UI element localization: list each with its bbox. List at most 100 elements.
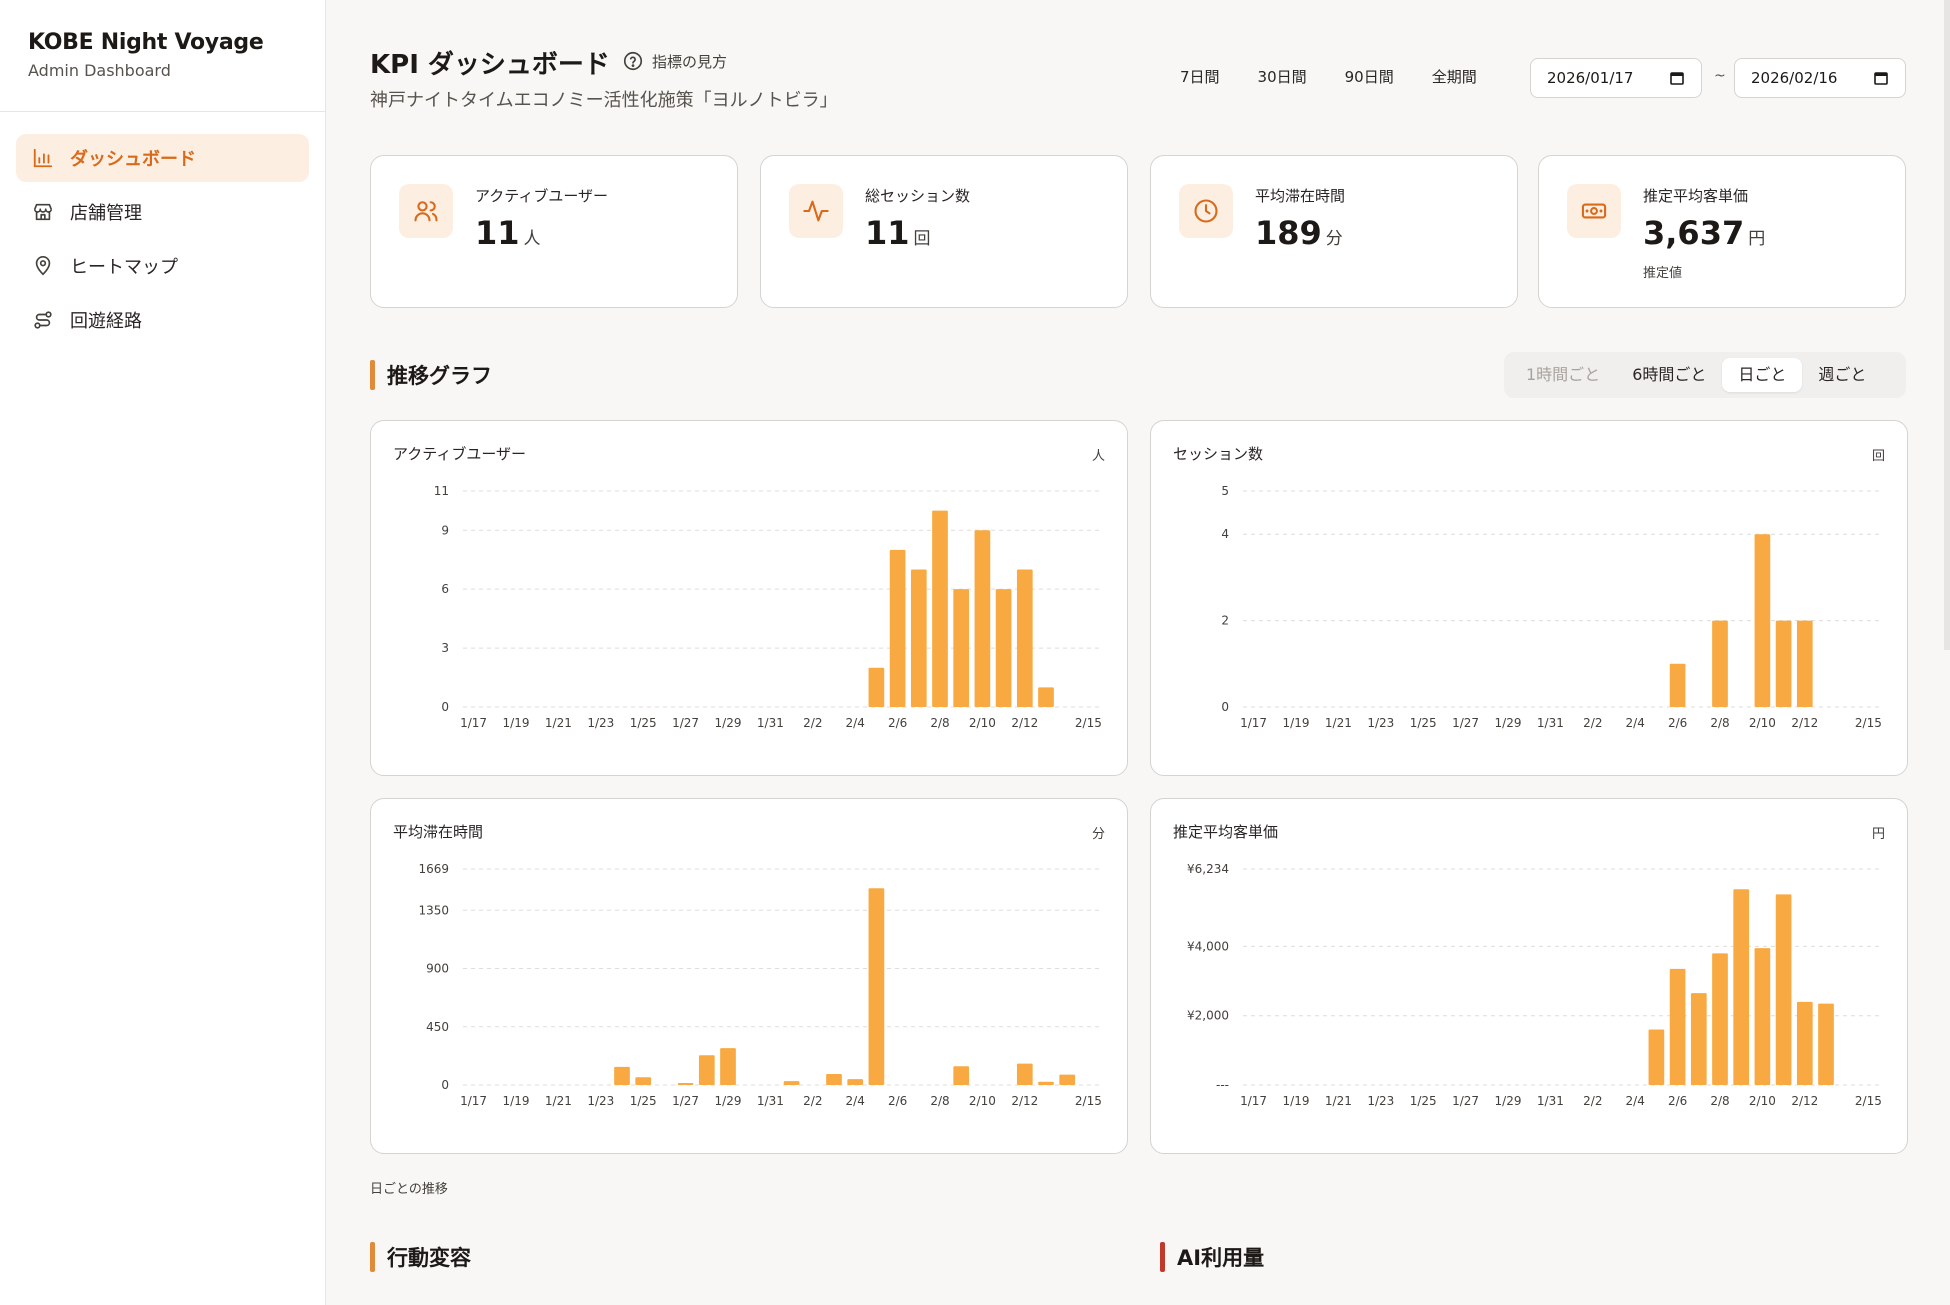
bar-2-13[interactable]: [1818, 1003, 1834, 1085]
bar-2-13[interactable]: [1038, 1081, 1054, 1085]
range-buttons: 7日間 30日間 90日間 全期間: [1180, 66, 1515, 87]
bar-2-9[interactable]: [953, 589, 970, 707]
bar-2-3[interactable]: [826, 1073, 842, 1085]
y-tick-label: 1350: [418, 903, 449, 917]
granularity-6h-button[interactable]: 6時間ごと: [1632, 365, 1707, 384]
date-from-input[interactable]: 2026/01/17: [1530, 58, 1702, 98]
section-accent-bar: [370, 360, 375, 390]
bar-2-11[interactable]: [1775, 620, 1792, 707]
y-tick-label: 9: [441, 523, 449, 537]
scrollbar-thumb[interactable]: [1944, 0, 1950, 650]
x-tick-label: 1/17: [460, 1094, 487, 1108]
bar-2-8[interactable]: [1712, 620, 1728, 707]
x-tick-label: 1/21: [545, 1094, 572, 1108]
date-to-input[interactable]: 2026/02/16: [1734, 58, 1906, 98]
bar-2-10[interactable]: [1754, 534, 1771, 707]
bar-2-14[interactable]: [1059, 1074, 1076, 1085]
kpi-number: 11: [865, 214, 910, 252]
bar-2-10[interactable]: [1754, 948, 1771, 1085]
sidebar-item-stores[interactable]: 店舗管理: [16, 188, 309, 236]
bar-1-29[interactable]: [720, 1048, 736, 1085]
main-content: KPI ダッシュボード 指標の見方 神戸ナイトタイムエコノミー活性化施策「ヨルノ…: [370, 0, 1908, 1305]
bar-1-25[interactable]: [635, 1077, 652, 1085]
kpi-label: アクティブユーザー: [475, 187, 609, 205]
date-to-value: 2026/02/16: [1751, 69, 1838, 87]
x-tick-label: 2/8: [1710, 1094, 1729, 1108]
bar-1-27[interactable]: [677, 1083, 694, 1085]
x-tick-label: 1/21: [545, 716, 572, 730]
brand-subtitle: Admin Dashboard: [28, 61, 171, 80]
bar-2-6[interactable]: [1669, 663, 1686, 707]
bar-2-10[interactable]: [974, 530, 991, 707]
x-tick-label: 1/17: [1240, 716, 1267, 730]
x-tick-label: 2/8: [930, 1094, 949, 1108]
kpi-unit: 人: [523, 229, 541, 249]
sidebar-item-dashboard[interactable]: ダッシュボード: [16, 134, 309, 182]
y-tick-label: 0: [441, 700, 449, 714]
bar-2-9[interactable]: [953, 1066, 970, 1085]
x-tick-label: 1/29: [715, 716, 742, 730]
activity-icon: [803, 200, 829, 222]
y-tick-label: ¥4,000: [1187, 939, 1229, 953]
chart-unit: 円: [1871, 827, 1885, 842]
bar-2-1[interactable]: [783, 1081, 800, 1085]
sidebar-item-label: 店舗管理: [70, 203, 142, 224]
sidebar-item-routes[interactable]: 回遊経路: [16, 296, 309, 344]
range-7d-button[interactable]: 7日間: [1180, 68, 1220, 86]
range-90d-button[interactable]: 90日間: [1344, 68, 1394, 86]
x-tick-label: 2/4: [1626, 716, 1645, 730]
sidebar-item-heatmap[interactable]: ヒートマップ: [16, 242, 309, 290]
bar-2-12[interactable]: [1016, 569, 1033, 707]
bar-2-7[interactable]: [910, 569, 927, 707]
bar-2-6[interactable]: [889, 549, 906, 707]
bar-2-4[interactable]: [847, 1079, 864, 1085]
bar-2-7[interactable]: [1690, 993, 1707, 1085]
kpi-value: 11 人: [475, 214, 541, 252]
bar-2-5[interactable]: [868, 888, 885, 1085]
banknote-icon: [1581, 203, 1607, 219]
bar-2-12[interactable]: [1016, 1063, 1033, 1085]
bar-2-12[interactable]: [1796, 1001, 1813, 1085]
bar-2-8[interactable]: [932, 510, 948, 707]
brand-title: KOBE Night Voyage: [28, 30, 264, 55]
sidebar-item-label: ダッシュボード: [70, 149, 196, 170]
y-tick-label: 4: [1221, 527, 1229, 541]
bar-2-11[interactable]: [1775, 894, 1792, 1085]
y-tick-label: ¥6,234: [1187, 862, 1229, 876]
bar-2-13[interactable]: [1038, 687, 1054, 707]
x-tick-label: 1/17: [1240, 1094, 1267, 1108]
bar-2-5[interactable]: [868, 667, 885, 707]
chart-title: 平均滞在時間: [393, 823, 484, 841]
kpi-icon-box: [789, 184, 843, 238]
bar-2-11[interactable]: [995, 589, 1012, 707]
bar-2-9[interactable]: [1733, 889, 1750, 1085]
x-tick-label: 2/6: [888, 716, 907, 730]
help-circle-icon: [623, 51, 643, 71]
granularity-toggle: 1時間ごと 6時間ごと 日ごと 週ごと: [1504, 352, 1906, 398]
help-link[interactable]: 指標の見方: [622, 50, 727, 72]
bar-2-8[interactable]: [1712, 953, 1728, 1085]
bar-2-12[interactable]: [1796, 620, 1813, 707]
bar-2-5[interactable]: [1648, 1029, 1665, 1085]
bar-1-24[interactable]: [614, 1066, 630, 1085]
sidebar-item-label: ヒートマップ: [70, 257, 178, 278]
range-30d-button[interactable]: 30日間: [1257, 68, 1307, 86]
y-tick-label: 0: [1221, 700, 1229, 714]
x-tick-label: 2/10: [969, 716, 996, 730]
granularity-1h-button[interactable]: 1時間ごと: [1526, 365, 1601, 384]
section-accent-bar: [1160, 1242, 1165, 1272]
x-tick-label: 1/25: [1410, 1094, 1437, 1108]
y-tick-label: ---: [1216, 1078, 1229, 1092]
chart-unit: 人: [1091, 449, 1105, 464]
map-pin-icon: [35, 256, 51, 276]
bar-2-6[interactable]: [1669, 968, 1686, 1085]
granularity-weekly-button[interactable]: 週ごと: [1818, 365, 1867, 384]
granularity-daily-button[interactable]: 日ごと: [1722, 358, 1803, 392]
chart-footnote: 日ごとの推移: [370, 1182, 448, 1197]
range-all-button[interactable]: 全期間: [1431, 68, 1477, 86]
x-tick-label: 2/8: [930, 716, 949, 730]
kpi-icon-box: [399, 184, 453, 238]
bar-1-28[interactable]: [698, 1055, 715, 1085]
x-tick-label: 2/10: [1749, 716, 1776, 730]
y-tick-label: 5: [1221, 484, 1229, 498]
